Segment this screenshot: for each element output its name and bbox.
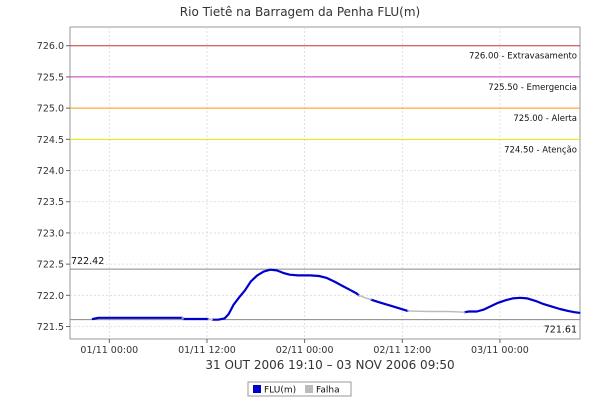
legend-label: FLU(m) (264, 386, 296, 396)
reference-label: 721.61 (544, 325, 577, 336)
y-tick-label: 723.0 (37, 228, 64, 239)
y-tick-label: 725.0 (37, 104, 64, 115)
threshold-lines: 726.00 - Extravasamento 725.50 - Emergenc… (70, 45, 580, 155)
legend-swatch (253, 385, 261, 393)
legend-swatch (305, 385, 313, 393)
x-tick-label: 02/11 00:00 (276, 345, 334, 356)
legend-box (247, 381, 352, 397)
x-tick-label: 01/11 00:00 (80, 345, 138, 356)
x-tick-label: 01/11 12:00 (178, 345, 236, 356)
chart-title: Rio Tietê na Barragem da Penha FLU(m) (180, 5, 420, 19)
series-line-flu (370, 298, 409, 312)
plot-area (69, 26, 581, 340)
x-tick-label: 03/11 00:00 (471, 345, 529, 356)
threshold-label: 724.50 - Atenção (504, 145, 577, 155)
y-axis: 721.5 722.0 722.5 723.0 723.5 724.0 724.5 725.0… (37, 41, 70, 333)
y-tick-label: 721.5 (37, 322, 64, 333)
x-axis-label: 31 OUT 2006 19:10 – 03 NOV 2006 09:50 (205, 358, 454, 372)
y-tick-label: 723.5 (37, 197, 64, 208)
y-tick-label: 725.5 (37, 72, 64, 83)
threshold-label: 726.00 - Extravasamento (469, 52, 577, 62)
y-tick-label: 722.5 (37, 260, 64, 271)
series-lines (91, 268, 581, 321)
legend: FLU(m) Falha (247, 381, 352, 397)
series-line-flu (463, 296, 581, 314)
reference-lines: 722.42 721.61 (70, 256, 580, 336)
threshold-label: 725.00 - Alerta (513, 114, 577, 124)
y-tick-label: 726.0 (37, 41, 64, 52)
y-tick-label: 722.0 (37, 291, 64, 302)
x-tick-label: 02/11 12:00 (373, 345, 431, 356)
legend-label: Falha (316, 386, 340, 396)
y-tick-label: 724.5 (37, 135, 64, 146)
series-line-falha (358, 294, 372, 301)
series-line-falha (207, 318, 214, 321)
threshold-label: 725.50 - Emergencia (488, 83, 577, 93)
y-tick-label: 724.0 (37, 166, 64, 177)
series-line-flu (91, 316, 184, 321)
x-axis: 01/11 00:00 01/11 12:00 02/11 00:00 02/11 1… (80, 339, 529, 356)
series-line-falha (181, 317, 184, 320)
plot-frame (69, 26, 581, 340)
series-line-falha (407, 310, 466, 313)
reference-label: 722.42 (71, 256, 104, 267)
series-line-flu (211, 268, 360, 321)
